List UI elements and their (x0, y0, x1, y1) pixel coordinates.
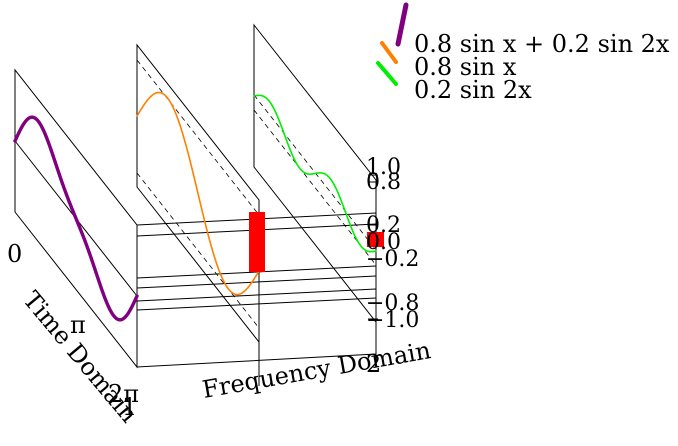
legend-label-freq2: 0.2 sin 2x (414, 76, 532, 104)
amp-tick-label: 0.8 (366, 170, 401, 195)
legend: 0.8 sin x + 0.2 sin 2x 0.8 sin x 0.2 sin… (376, 2, 670, 104)
amplitude-tick-marks (368, 174, 378, 320)
series-curves (13, 91, 377, 322)
front-band-4 (136, 288, 377, 302)
amp-tick-label: 1.0 (366, 155, 401, 180)
legend-swatch-freq2 (376, 61, 398, 86)
amp-tick-label: −0.2 (366, 247, 419, 272)
amp-tick-label: −0.8 (366, 291, 419, 316)
frequency-tick-labels: 1 2 (122, 350, 381, 421)
freq-tick-label: 2 (366, 350, 381, 378)
amp-tick-label: 0.0 (366, 230, 401, 255)
freq-tick-label: 1 (122, 393, 137, 421)
panel-guides (136, 59, 377, 329)
legend-label-freq1: 0.8 sin x (414, 53, 517, 81)
legend-swatch-sum (395, 2, 409, 47)
amp-tick-label: −1.0 (366, 308, 419, 333)
legend-label-sum: 0.8 sin x + 0.2 sin 2x (414, 30, 670, 58)
series-line-freq1 (136, 91, 260, 296)
freq1-guide-lower (136, 172, 260, 329)
time-tick-label: 2π (108, 380, 139, 408)
spectrum-bar-freq-2 (367, 232, 384, 247)
front-face (136, 212, 377, 368)
series-line-freq2 (253, 94, 377, 253)
spectrum-bar-freq-1 (249, 212, 265, 272)
amp-tick-label: 0.2 (366, 213, 401, 238)
front-band-5 (136, 297, 377, 311)
front-band-3 (136, 275, 377, 289)
time-tick-labels: 0 π 2π (7, 240, 139, 408)
front-box (136, 212, 377, 386)
time-tick-label: 0 (7, 240, 22, 268)
legend-swatch-freq1 (380, 41, 398, 64)
frequency-axis-label: Frequency Domain (200, 336, 433, 404)
freq1-guide-upper (136, 59, 260, 216)
freq2-guide-upper (253, 94, 377, 251)
time-tick-label: π (70, 311, 86, 339)
series-line-sum (13, 115, 139, 322)
amplitude-tick-labels: 1.0 0.8 0.2 0.0 −0.2 −0.8 −1.0 (366, 155, 419, 333)
spectrum-bars (249, 212, 384, 272)
